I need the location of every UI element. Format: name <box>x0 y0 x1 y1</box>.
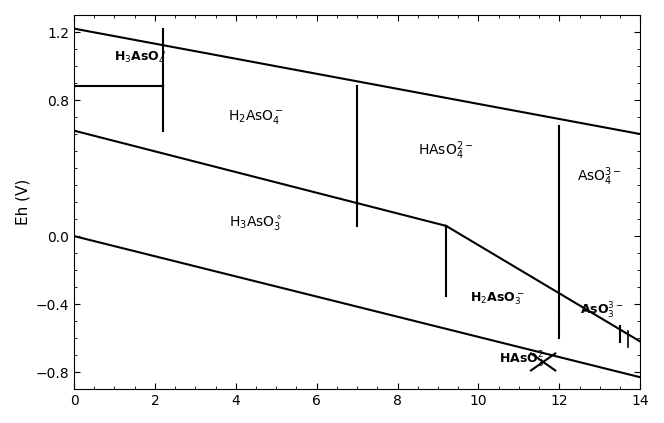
Text: H$_3$AsO$_4^\circ$: H$_3$AsO$_4^\circ$ <box>114 49 167 66</box>
Y-axis label: Eh (V): Eh (V) <box>15 179 30 225</box>
Text: HAsO$_3^{2-}$: HAsO$_3^{2-}$ <box>499 350 552 370</box>
Text: HAsO$_4^{2-}$: HAsO$_4^{2-}$ <box>418 140 474 162</box>
Text: H$_2$AsO$_3^-$: H$_2$AsO$_3^-$ <box>470 291 525 307</box>
Text: AsO$_3^{3-}$: AsO$_3^{3-}$ <box>580 301 623 321</box>
Text: H$_2$AsO$_4^-$: H$_2$AsO$_4^-$ <box>228 108 284 126</box>
Text: AsO$_4^{3-}$: AsO$_4^{3-}$ <box>577 165 622 188</box>
Text: H$_3$AsO$_3^\circ$: H$_3$AsO$_3^\circ$ <box>229 215 283 233</box>
